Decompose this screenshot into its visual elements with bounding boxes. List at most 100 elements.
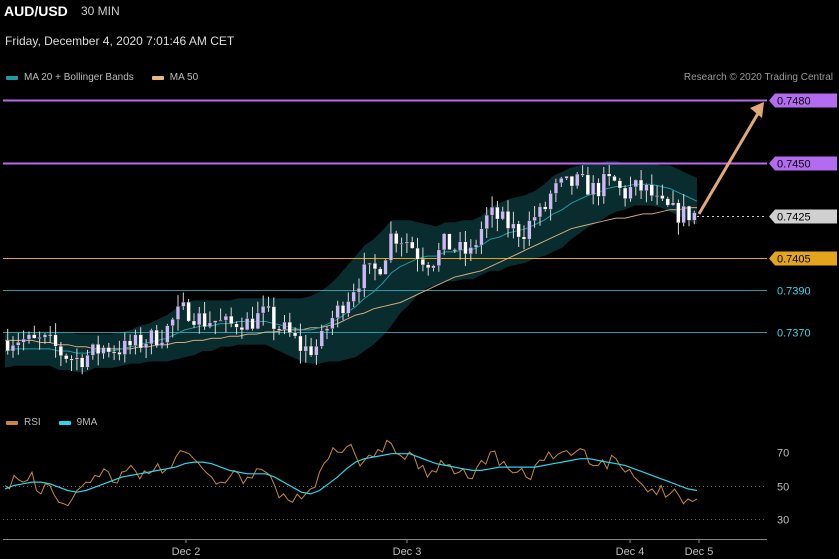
ma20-line <box>4 183 698 354</box>
candle <box>58 341 63 367</box>
candle <box>144 339 149 358</box>
candle <box>511 211 516 239</box>
candle <box>404 233 409 253</box>
candle-body <box>223 315 228 321</box>
candle-body <box>415 247 420 260</box>
candle <box>388 221 393 263</box>
rsi-tick-label: 30 <box>777 515 789 527</box>
level-tag-0.7480: 0.7480 <box>769 93 837 108</box>
candle-body <box>447 233 452 250</box>
level-label: 0.7405 <box>777 254 811 266</box>
level-tag-bg <box>769 251 837 266</box>
candle <box>128 334 133 355</box>
candle <box>484 207 489 238</box>
candle-body <box>612 176 617 181</box>
candle <box>692 210 697 225</box>
timeframe-label[interactable]: 30 MIN <box>81 4 120 18</box>
candle <box>138 327 143 353</box>
candles <box>5 165 697 375</box>
candle <box>293 327 298 339</box>
legend-ma50: MA 50 <box>169 72 199 83</box>
candle-body <box>319 330 324 347</box>
candle <box>298 323 303 364</box>
level-label: 0.7480 <box>777 96 811 108</box>
candle-body <box>80 357 85 368</box>
candle-body <box>309 345 314 356</box>
candle <box>639 170 644 199</box>
legend-ma20-bb: MA 20 + Bollinger Bands <box>24 72 134 83</box>
candle-body <box>623 187 628 199</box>
candle-body <box>687 205 692 221</box>
candle-body <box>665 198 670 206</box>
candle-body <box>431 265 436 269</box>
candle <box>463 231 468 267</box>
rsi-tick-label: 70 <box>777 448 789 460</box>
candle-body <box>420 259 425 266</box>
candle <box>181 292 186 310</box>
candle-body <box>452 249 457 251</box>
candle-body <box>399 243 404 245</box>
candle <box>687 205 692 227</box>
candle <box>319 324 324 349</box>
candle <box>207 311 212 329</box>
candle-body <box>474 244 479 248</box>
ma50-swatch <box>151 75 164 80</box>
candle-body <box>553 182 558 194</box>
legend-rsi: RSI <box>24 417 41 428</box>
candle <box>170 317 175 338</box>
candle <box>277 326 282 335</box>
candle-body <box>564 176 569 179</box>
candle <box>239 317 244 339</box>
candle-body <box>234 323 239 328</box>
candle-body <box>569 176 574 187</box>
candle <box>287 312 292 337</box>
candle-body <box>85 355 90 368</box>
candle <box>506 200 511 238</box>
level-label: 0.7425 <box>777 212 811 224</box>
candle-body <box>601 173 606 197</box>
candle <box>442 232 447 256</box>
candle-body <box>282 321 287 330</box>
candle <box>420 247 425 272</box>
candle <box>335 300 340 328</box>
candle-body <box>372 263 377 270</box>
candle <box>516 220 521 247</box>
candle-body <box>261 306 266 314</box>
candle <box>32 325 37 339</box>
candle <box>160 329 165 349</box>
candle-body <box>671 202 676 206</box>
candle-body <box>245 318 250 331</box>
candle <box>479 221 484 255</box>
candle <box>548 190 553 221</box>
rsi-ma-line <box>4 453 698 495</box>
candle-body <box>218 320 223 322</box>
candle-body <box>101 347 106 354</box>
candle <box>655 185 660 205</box>
candle <box>351 283 356 307</box>
candle-body <box>325 328 330 331</box>
candle-body <box>186 301 191 322</box>
candle-body <box>239 327 244 331</box>
candle-body <box>175 306 180 320</box>
candle-body <box>362 264 367 289</box>
rsi-legend: RSI 9MA <box>6 417 97 428</box>
candle <box>601 167 606 204</box>
candle-body <box>69 358 74 361</box>
candle-body <box>213 320 218 323</box>
candle-body <box>591 182 596 195</box>
candle <box>175 295 180 331</box>
level-labels: 0.7480 0.7450 0.7425 0.7405 0.7390 0.7370 <box>769 93 837 340</box>
rsi-swatch <box>6 420 18 425</box>
candle <box>607 165 612 186</box>
candle-body <box>341 305 346 314</box>
candle-body <box>639 179 644 191</box>
candle-body <box>58 346 63 356</box>
x-tick-label: Dec 2 <box>172 546 201 558</box>
candle <box>367 262 372 274</box>
candle <box>644 183 649 203</box>
candle <box>521 225 526 250</box>
candle-body <box>21 338 26 343</box>
candle-body <box>191 320 196 326</box>
candle-body <box>628 186 633 199</box>
